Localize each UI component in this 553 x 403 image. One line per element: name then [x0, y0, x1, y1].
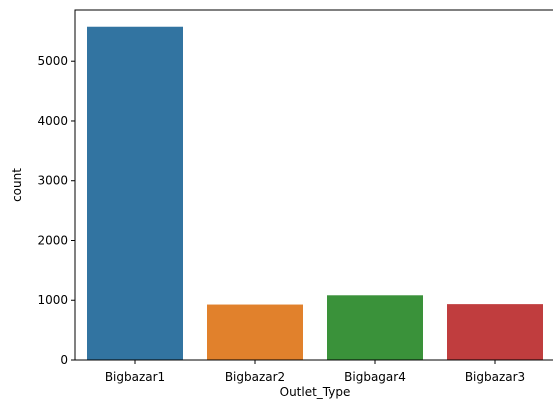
bars-group [87, 26, 543, 360]
y-tick-label: 0 [60, 353, 68, 367]
x-axis-label: Outlet_Type [280, 385, 351, 399]
x-tick-label: Bigbazar1 [105, 370, 165, 384]
bar-bigbagar4 [327, 295, 423, 360]
bar-bigbazar2 [207, 304, 303, 360]
y-axis-ticks: 0 1000 2000 3000 4000 5000 [37, 54, 75, 367]
y-tick-label: 2000 [37, 233, 68, 247]
y-tick-label: 5000 [37, 54, 68, 68]
x-tick-label: Bigbazar3 [465, 370, 525, 384]
y-tick-label: 4000 [37, 114, 68, 128]
bar-bigbazar3 [447, 304, 543, 360]
x-tick-label: Bigbagar4 [344, 370, 406, 384]
x-tick-label: Bigbazar2 [225, 370, 285, 384]
y-axis-label: count [10, 168, 24, 202]
bar-bigbazar1 [87, 26, 183, 360]
y-tick-label: 1000 [37, 293, 68, 307]
y-tick-label: 3000 [37, 174, 68, 188]
plot-frame [74, 9, 553, 361]
x-axis-ticks: Bigbazar1 Bigbazar2 Bigbagar4 Bigbazar3 [105, 360, 525, 384]
